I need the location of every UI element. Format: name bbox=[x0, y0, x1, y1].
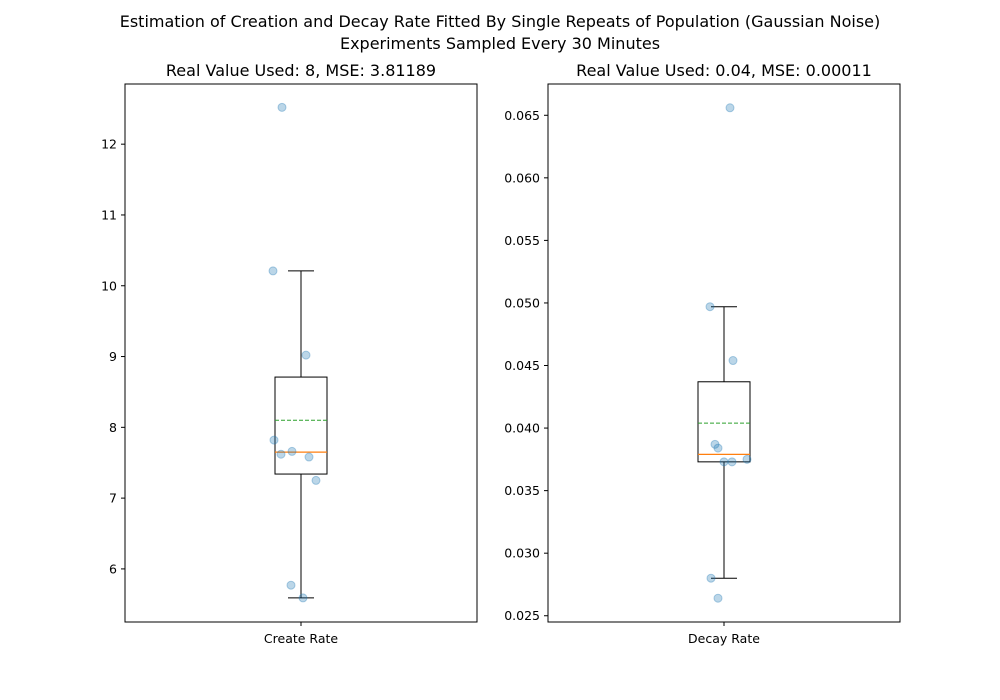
decay-rate-data-point bbox=[728, 356, 738, 366]
create-rate-data-point bbox=[277, 102, 287, 112]
decay-rate-ytick-label: 0.055 bbox=[504, 233, 540, 248]
decay-rate-data-point bbox=[705, 302, 715, 312]
create-rate-ytick-label: 7 bbox=[109, 491, 117, 506]
decay-rate-ytick-label: 0.060 bbox=[504, 170, 540, 185]
create-rate-ytick-label: 8 bbox=[109, 420, 117, 435]
create-rate-panel-title: Real Value Used: 8, MSE: 3.81189 bbox=[166, 61, 436, 80]
decay-rate-panel: Real Value Used: 0.04, MSE: 0.00011 0.02… bbox=[504, 61, 901, 646]
create-rate-data-point bbox=[311, 475, 321, 485]
create-rate-data-point bbox=[286, 580, 296, 590]
create-rate-data-point bbox=[287, 446, 297, 456]
create-rate-plot-area: 6 7 8 9 10 11 12 Create Rate bbox=[101, 83, 478, 646]
decay-rate-ytick-label: 0.045 bbox=[504, 358, 540, 373]
create-rate-data-point bbox=[304, 452, 314, 462]
decay-rate-data-point bbox=[713, 443, 723, 453]
create-rate-ytick-label: 6 bbox=[109, 561, 117, 576]
create-rate-data-point bbox=[276, 449, 286, 459]
create-rate-ytick-label: 11 bbox=[101, 207, 117, 222]
decay-rate-ytick-label: 0.040 bbox=[504, 421, 540, 436]
create-rate-data-point bbox=[298, 593, 308, 603]
suptitle-line-1: Estimation of Creation and Decay Rate Fi… bbox=[120, 12, 881, 31]
create-rate-data-point bbox=[268, 266, 278, 276]
decay-rate-plot-area: 0.025 0.030 0.035 0.040 0.045 0.050 0.055 0.060… bbox=[504, 83, 901, 646]
decay-rate-ytick-label: 0.030 bbox=[504, 546, 540, 561]
decay-rate-data-point bbox=[725, 103, 735, 113]
decay-rate-data-point bbox=[706, 573, 716, 583]
create-rate-data-point bbox=[269, 435, 279, 445]
decay-rate-ytick-label: 0.050 bbox=[504, 295, 540, 310]
create-rate-data-point bbox=[301, 350, 311, 360]
create-rate-category-label: Create Rate bbox=[264, 631, 338, 646]
suptitle-line-2: Experiments Sampled Every 30 Minutes bbox=[340, 34, 660, 53]
decay-rate-ytick-label: 0.035 bbox=[504, 483, 540, 498]
create-rate-ytick-label: 9 bbox=[109, 349, 117, 364]
decay-rate-ytick-label: 0.025 bbox=[504, 608, 540, 623]
decay-rate-data-point bbox=[727, 457, 737, 467]
decay-rate-data-point bbox=[710, 439, 720, 449]
decay-rate-iqr-box bbox=[697, 381, 751, 463]
decay-rate-data-point bbox=[719, 457, 729, 467]
create-rate-panel: Real Value Used: 8, MSE: 3.81189 6 7 8 9 10 1… bbox=[101, 61, 478, 646]
decay-rate-data-point bbox=[742, 454, 752, 464]
create-rate-ytick-label: 12 bbox=[101, 137, 117, 152]
decay-rate-panel-title: Real Value Used: 0.04, MSE: 0.00011 bbox=[576, 61, 872, 80]
decay-rate-data-point bbox=[713, 593, 723, 603]
decay-rate-category-label: Decay Rate bbox=[688, 631, 760, 646]
decay-rate-ytick-label: 0.065 bbox=[504, 108, 540, 123]
create-rate-ytick-label: 10 bbox=[101, 278, 117, 293]
create-rate-iqr-box bbox=[274, 376, 328, 475]
